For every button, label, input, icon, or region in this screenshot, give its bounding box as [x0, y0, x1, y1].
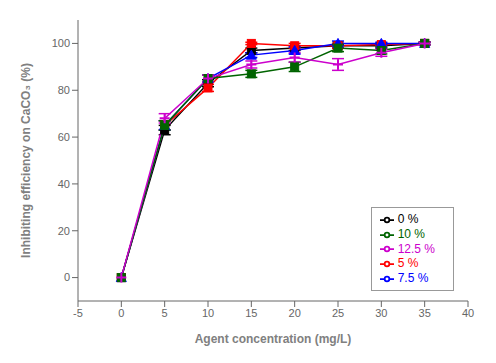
html-text:7.5 %: 7.5 % — [397, 271, 429, 286]
svg-text:0: 0 — [118, 307, 124, 319]
svg-text:0: 0 — [64, 271, 70, 283]
svg-text:Agent concentration (mg/L): Agent concentration (mg/L) — [195, 332, 352, 346]
svg-text:80: 80 — [58, 84, 70, 96]
svg-text:15: 15 — [245, 307, 257, 319]
html-text:5 %: 5 % — [397, 256, 419, 271]
svg-text:30: 30 — [375, 307, 387, 319]
svg-text:40: 40 — [58, 178, 70, 190]
svg-text:Inhibiting efficiency on CaCO₃: Inhibiting efficiency on CaCO₃ (%) — [19, 63, 33, 258]
svg-text:25: 25 — [332, 307, 344, 319]
html-text:12.5 %: 12.5 % — [397, 241, 435, 256]
svg-text:20: 20 — [289, 307, 301, 319]
svg-text:-5: -5 — [73, 307, 83, 319]
svg-text:20: 20 — [58, 225, 70, 237]
html-text:0 %: 0 % — [397, 211, 419, 226]
svg-text:35: 35 — [419, 307, 431, 319]
svg-text:100: 100 — [52, 37, 70, 49]
svg-text:10: 10 — [202, 307, 214, 319]
html-text:10 %: 10 % — [397, 226, 425, 241]
svg-text:40: 40 — [462, 307, 474, 319]
svg-text:5: 5 — [162, 307, 168, 319]
svg-text:60: 60 — [58, 131, 70, 143]
